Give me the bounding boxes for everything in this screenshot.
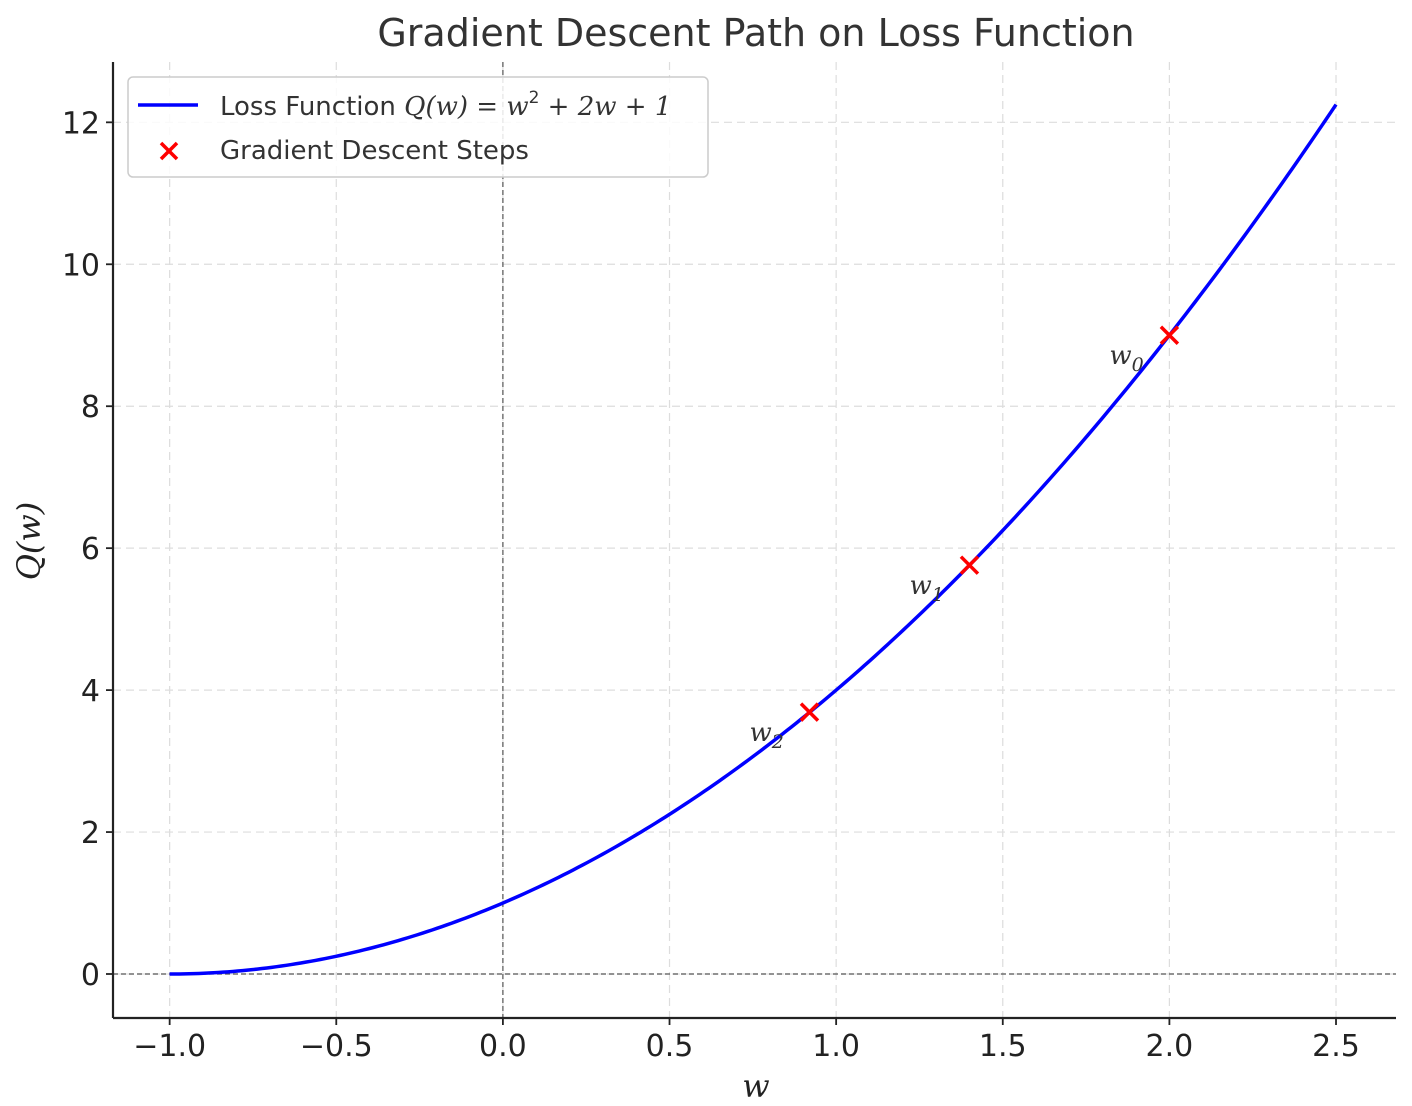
y-tick-label: 6 [81, 532, 100, 567]
legend-line-formula-rhs: + 2w + 1 [539, 92, 671, 122]
gradient-step-marker [799, 702, 820, 722]
annotation-w1: w1 [909, 571, 943, 606]
marker-stroke-b [959, 555, 980, 575]
series-layer [169, 103, 1338, 976]
legend-line-formula-lhs: Q(w) = w [404, 92, 528, 122]
x-tick-label: 0.0 [479, 1029, 527, 1064]
y-tick-label: 10 [62, 248, 100, 283]
y-ticks: 0 2 4 6 8 10 12 [62, 106, 113, 993]
legend-line-prefix: Loss Function [220, 92, 404, 122]
x-tick-label: 1.0 [812, 1029, 860, 1064]
annotation-base: w [909, 571, 931, 601]
y-tick-label: 4 [81, 674, 100, 709]
x-tick-label: 0.5 [646, 1029, 694, 1064]
gradient-step-marker [959, 555, 980, 575]
y-tick-label: 12 [62, 106, 100, 141]
marker-stroke-b [799, 702, 820, 722]
legend-scatter-label: Gradient Descent Steps [220, 136, 529, 166]
markers-layer [799, 325, 1180, 722]
x-tick-label: 2.0 [1146, 1029, 1194, 1064]
x-axis-label: w [742, 1067, 769, 1105]
annotation-base: w [749, 718, 771, 748]
y-tick-label: 8 [81, 390, 100, 425]
annotation-base: w [1109, 341, 1131, 371]
annotation-subscript: 2 [771, 731, 784, 753]
y-tick-label: 2 [81, 816, 100, 851]
x-tick-label: −1.0 [133, 1029, 206, 1064]
legend: Loss Function Q(w) = w2 + 2w + 1 Gradien… [127, 76, 709, 178]
legend-box [127, 76, 709, 178]
y-tick-label: 0 [81, 958, 100, 993]
annotation-subscript: 0 [1132, 354, 1144, 376]
legend-line-formula-sup: 2 [529, 88, 540, 108]
grid [113, 62, 1396, 1018]
annotation-w2: w2 [749, 718, 783, 753]
y-axis-label: Q(w) [10, 502, 48, 581]
chart-title: Gradient Descent Path on Loss Function [377, 11, 1134, 55]
legend-scatter-swatch [159, 141, 179, 161]
gradient-step-marker [1159, 325, 1180, 345]
x-ticks: −1.0 −0.5 0.0 0.5 1.0 1.5 2.0 2.5 [133, 1018, 1360, 1064]
x-tick-label: −0.5 [300, 1029, 373, 1064]
x-tick-label: 2.5 [1312, 1029, 1360, 1064]
marker-stroke-b [1159, 325, 1180, 345]
loss-function-line [169, 103, 1338, 976]
annotation-subscript: 1 [932, 584, 944, 606]
axes [111, 62, 1396, 1020]
reference-lines [113, 62, 1396, 1018]
x-tick-label: 1.5 [979, 1029, 1027, 1064]
legend-line-label: Loss Function Q(w) = w2 + 2w + 1 [220, 88, 671, 122]
annotation-w0: w0 [1109, 341, 1143, 376]
